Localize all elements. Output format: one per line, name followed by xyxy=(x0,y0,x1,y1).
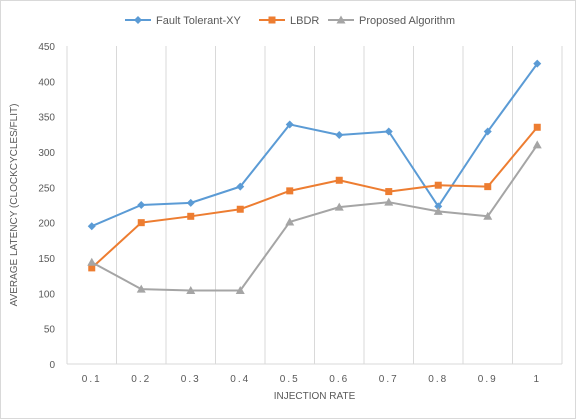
legend-item: Proposed Algorithm xyxy=(328,15,455,27)
legend-item: LBDR xyxy=(259,15,319,27)
series-layer xyxy=(87,59,542,295)
series-triangle xyxy=(87,140,542,295)
data-point xyxy=(236,182,245,191)
data-point xyxy=(286,187,294,195)
legend-label: Proposed Algorithm xyxy=(359,15,455,27)
y-tick-label: 50 xyxy=(44,325,56,336)
data-point xyxy=(137,201,146,209)
data-point xyxy=(88,264,96,272)
series-line xyxy=(91,144,539,292)
data-point xyxy=(484,183,492,191)
y-axis-ticks: 0 50 100 150 200 250 300 350 400 450 xyxy=(38,42,55,371)
x-tick-label: 0.5 xyxy=(280,374,300,385)
y-tick-label: 400 xyxy=(38,77,55,88)
x-tick-label: 0.9 xyxy=(478,374,498,385)
data-point xyxy=(87,222,96,231)
x-tick-label: 0.6 xyxy=(329,374,349,385)
gridlines xyxy=(66,46,563,365)
series-diamond xyxy=(87,59,542,231)
data-point xyxy=(285,120,294,129)
legend-label: Fault Tolerant-XY xyxy=(156,15,241,27)
y-axis-title: AVERAGE LATENCY (CLOCKCYCLES/FLIT) xyxy=(9,104,20,307)
series-line xyxy=(91,63,539,228)
data-point xyxy=(433,206,443,215)
x-tick-label: 0.4 xyxy=(230,374,250,385)
data-point xyxy=(136,284,146,293)
x-tick-label: 0.3 xyxy=(181,374,201,385)
legend-marker xyxy=(134,16,142,24)
data-point xyxy=(335,176,343,184)
y-tick-label: 100 xyxy=(38,289,55,300)
x-tick-label: 0.2 xyxy=(131,374,151,385)
y-tick-label: 450 xyxy=(38,42,55,53)
series-square xyxy=(88,123,541,272)
series-line xyxy=(91,126,539,269)
data-point xyxy=(187,212,195,220)
x-axis-ticks: 0.1 0.2 0.3 0.4 0.5 0.6 0.7 0.8 0.9 1 xyxy=(82,374,541,385)
data-point xyxy=(532,140,542,149)
data-point xyxy=(335,131,344,140)
legend-marker xyxy=(336,15,346,24)
y-tick-label: 300 xyxy=(38,148,55,159)
y-tick-label: 200 xyxy=(38,219,55,230)
x-tick-label: 0.7 xyxy=(379,374,399,385)
data-point xyxy=(285,217,295,226)
data-point xyxy=(236,205,244,213)
data-point xyxy=(384,127,393,136)
data-point xyxy=(334,202,344,211)
legend-marker xyxy=(268,16,276,24)
x-axis-title: INJECTION RATE xyxy=(274,391,356,402)
x-tick-label: 0.1 xyxy=(82,374,102,385)
x-tick-label: 0.8 xyxy=(428,374,448,385)
legend-label: LBDR xyxy=(290,15,319,27)
data-point xyxy=(483,127,492,136)
y-tick-label: 150 xyxy=(38,254,55,265)
data-point xyxy=(186,286,196,295)
y-tick-label: 250 xyxy=(38,183,55,194)
data-point xyxy=(186,198,195,207)
data-point xyxy=(434,202,443,211)
data-point xyxy=(434,181,442,189)
data-point xyxy=(385,188,393,196)
data-point xyxy=(483,211,493,220)
data-point xyxy=(235,286,245,295)
data-point xyxy=(533,59,542,68)
data-point xyxy=(533,123,541,131)
y-tick-label: 0 xyxy=(49,360,55,371)
data-point xyxy=(87,257,97,266)
data-point xyxy=(384,197,394,206)
legend-item: Fault Tolerant-XY xyxy=(125,15,241,27)
x-tick-label: 1 xyxy=(533,374,541,385)
legend: Fault Tolerant-XY LBDR Proposed Algorithm xyxy=(125,15,455,27)
data-point xyxy=(137,219,145,227)
y-tick-label: 350 xyxy=(38,113,55,124)
